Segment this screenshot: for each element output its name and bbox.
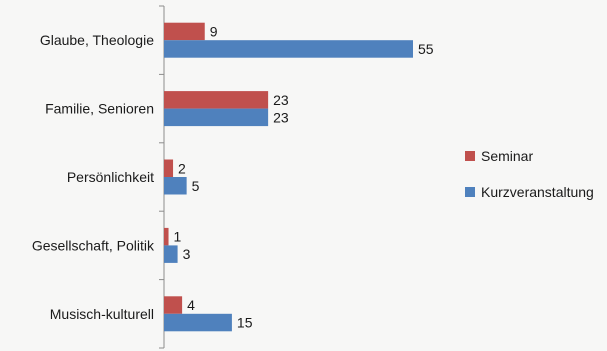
bar-seminar-gesellschaft-politik bbox=[164, 227, 169, 246]
category-label-familie-senioren: Familie, Senioren bbox=[45, 101, 154, 117]
category-label-glaube-theologie: Glaube, Theologie bbox=[40, 32, 154, 48]
bar-seminar-familie-senioren bbox=[164, 91, 269, 109]
bar-kurzveranstaltung-persoenlichkeit bbox=[164, 177, 187, 195]
bar-kurzveranstaltung-glaube-theologie bbox=[164, 40, 413, 58]
axis-layer bbox=[159, 5, 165, 349]
bar-seminar-persoenlichkeit bbox=[164, 159, 174, 177]
bar-seminar-glaube-theologie bbox=[164, 22, 205, 41]
bars-layer bbox=[164, 22, 413, 332]
data-label-kurzveranstaltung-persoenlichkeit: 5 bbox=[192, 178, 200, 194]
data-label-seminar-musisch-kulturell: 4 bbox=[187, 297, 195, 313]
legend-label-seminar: Seminar bbox=[481, 148, 533, 164]
bar-kurzveranstaltung-musisch-kulturell bbox=[164, 313, 232, 332]
category-label-musisch-kulturell: Musisch-kulturell bbox=[50, 306, 154, 322]
bar-kurzveranstaltung-gesellschaft-politik bbox=[164, 245, 178, 263]
data-label-kurzveranstaltung-glaube-theologie: 55 bbox=[418, 41, 434, 57]
data-label-kurzveranstaltung-familie-senioren: 23 bbox=[273, 109, 289, 125]
legend-swatch-seminar bbox=[465, 151, 475, 161]
legend-swatch-kurzveranstaltung bbox=[465, 187, 475, 197]
data-label-seminar-persoenlichkeit: 2 bbox=[178, 160, 186, 176]
bar-seminar-musisch-kulturell bbox=[164, 296, 183, 314]
category-label-persoenlichkeit: Persönlichkeit bbox=[67, 169, 154, 185]
data-label-seminar-glaube-theologie: 9 bbox=[210, 23, 218, 39]
data-label-seminar-gesellschaft-politik: 1 bbox=[174, 229, 182, 245]
bar-kurzveranstaltung-familie-senioren bbox=[164, 108, 269, 127]
legend: Seminar Kurzveranstaltung bbox=[465, 148, 594, 200]
data-label-seminar-familie-senioren: 23 bbox=[273, 92, 289, 108]
legend-label-kurzveranstaltung: Kurzveranstaltung bbox=[481, 184, 594, 200]
category-label-gesellschaft-politik: Gesellschaft, Politik bbox=[32, 237, 155, 253]
data-label-kurzveranstaltung-gesellschaft-politik: 3 bbox=[183, 246, 191, 262]
data-label-kurzveranstaltung-musisch-kulturell: 15 bbox=[237, 315, 253, 331]
